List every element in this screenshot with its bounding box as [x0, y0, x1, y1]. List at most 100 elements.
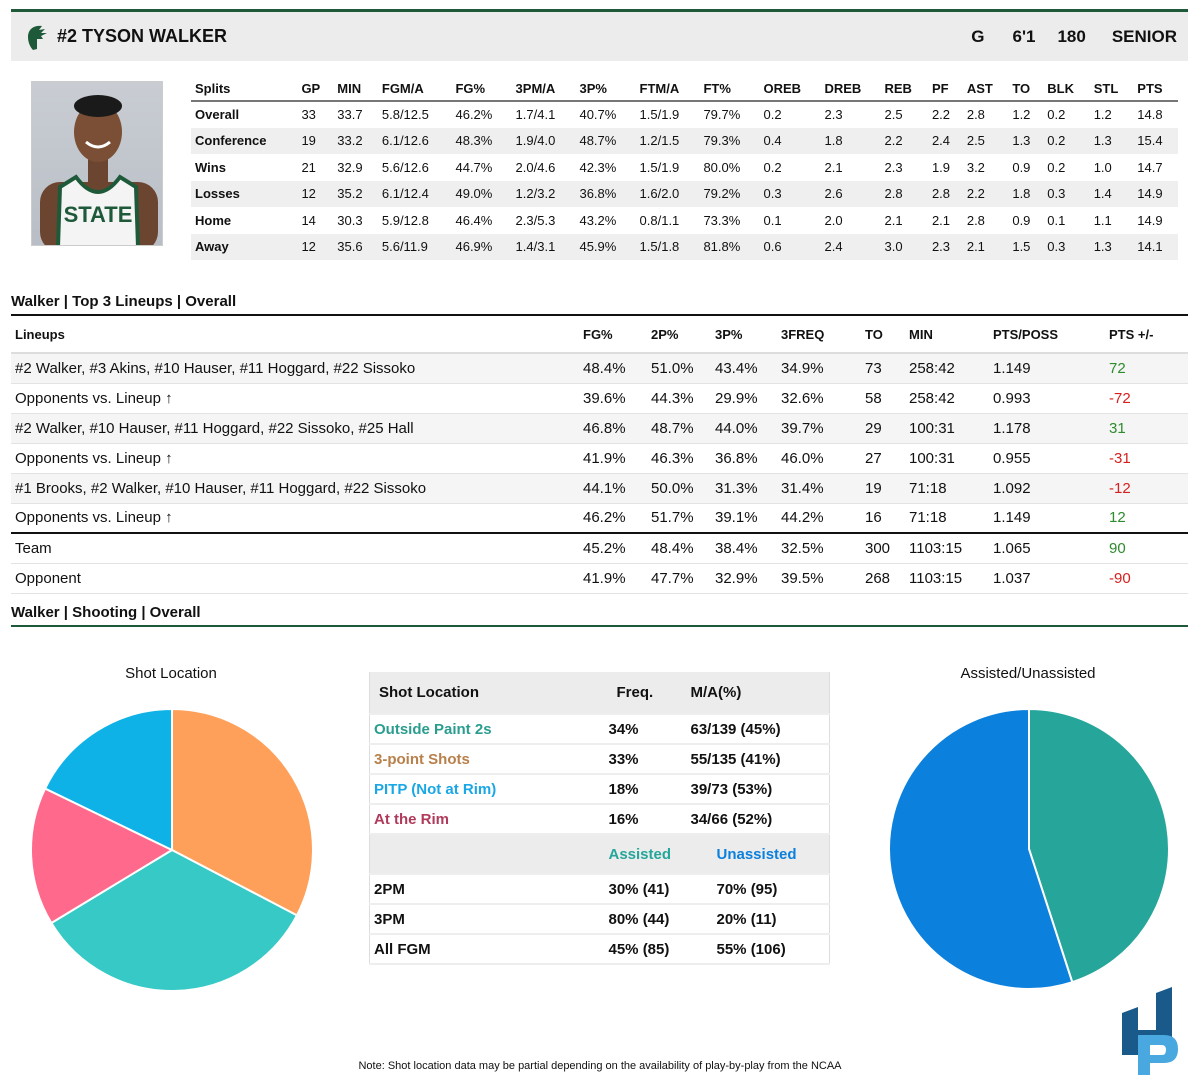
- col-header: FT%: [699, 76, 760, 102]
- stat-cell: 1.7/4.1: [515, 107, 556, 123]
- stat-cell: 48.4%: [647, 532, 711, 564]
- stat-cell: 39.5%: [777, 563, 861, 594]
- stat-cell: 1.1: [1093, 212, 1112, 228]
- pie-slice-at-the-rim: [30, 787, 175, 925]
- stat-cell: 2.5: [962, 127, 1009, 154]
- shooting-section-title: Walker | Shooting | Overall: [11, 604, 201, 621]
- splits-table: Splits GP MIN FGM/A FG% 3PM/A 3P% FTM/A FT% OREB D…: [191, 76, 1178, 260]
- table-row: Opponents vs. Lineup ↑ 41.9% 46.3% 36.8% 46.…: [11, 443, 1188, 474]
- stat-cell: 15.4: [1133, 127, 1178, 154]
- stat-cell: 35.2: [333, 180, 378, 207]
- stat-cell: 100:31: [905, 413, 989, 444]
- assist-cell: 45% (85): [604, 934, 687, 965]
- stat-cell: 39.1%: [711, 503, 777, 534]
- col-header: PTS: [1133, 76, 1178, 102]
- stat-cell: 43.4%: [711, 353, 777, 384]
- stat-cell: 36.8%: [711, 443, 777, 474]
- stat-cell: 71:18: [905, 503, 989, 534]
- stat-cell: 46.3%: [647, 443, 711, 474]
- stat-cell: 2.5: [884, 107, 903, 123]
- stat-cell: 0.9: [1012, 159, 1031, 175]
- stat-cell: 2.0/4.6: [515, 159, 556, 175]
- assisted-pie: [888, 708, 1170, 990]
- stat-cell: 1.2: [1012, 107, 1031, 123]
- table-row: All FGM 45% (85) 55% (106): [369, 934, 830, 965]
- assist-label: 3PM: [369, 904, 605, 935]
- stat-cell: 2.2: [962, 180, 1009, 207]
- col-header: GP: [297, 76, 334, 102]
- table-row: Opponent 41.9% 47.7% 32.9% 39.5% 268 1103:15 1.…: [11, 563, 1188, 594]
- stat-cell: 5.6/12.6: [381, 159, 429, 175]
- stat-cell: 45.9%: [575, 233, 636, 260]
- split-label: Away: [191, 233, 298, 260]
- split-label: Home: [195, 212, 232, 228]
- col-header: TO: [861, 317, 905, 354]
- stat-cell: 6.1/12.4: [377, 180, 452, 207]
- stat-cell: 12: [1105, 503, 1188, 534]
- stat-cell: 32.9: [337, 159, 363, 175]
- table-row: 3PM 80% (44) 20% (11): [369, 904, 830, 935]
- stat-cell: 1.178: [989, 413, 1105, 444]
- stat-cell: 5.6/11.9: [377, 233, 452, 260]
- stat-cell: 1.4/3.1: [511, 233, 576, 260]
- player-photo: STATE: [31, 81, 163, 246]
- table-row: Opponents vs. Lineup ↑ 46.2% 51.7% 39.1% 44.…: [11, 503, 1188, 534]
- stat-cell: 1.037: [989, 563, 1105, 594]
- stat-cell: 19: [861, 473, 905, 504]
- stat-cell: 32.5%: [777, 532, 861, 564]
- player-weight: 180: [1057, 26, 1086, 46]
- stat-cell: 38.4%: [711, 532, 777, 564]
- shot-location-chart-title: Shot Location: [125, 665, 217, 682]
- col-header: FTM/A: [635, 76, 700, 102]
- table-row: Overall 33 33.7 5.8/12.5 46.2% 1.7/4.1 40.7% 1.…: [191, 101, 1178, 128]
- stat-cell: 81.8%: [699, 233, 760, 260]
- stat-cell: 1103:15: [905, 532, 989, 564]
- stat-cell: 73.3%: [703, 212, 741, 228]
- stat-cell: 41.9%: [579, 443, 647, 474]
- player-header: #2 TYSON WALKER G 6'1 180 SENIOR: [11, 9, 1188, 61]
- stat-cell: 0.8/1.1: [639, 212, 680, 228]
- stat-cell: 1.9/4.0: [511, 127, 576, 154]
- lineup-name: Opponents vs. Lineup ↑: [11, 443, 579, 474]
- stat-cell: 0.3: [1043, 180, 1090, 207]
- stat-cell: 44.1%: [579, 473, 647, 504]
- stat-cell: 39.6%: [579, 383, 647, 414]
- stat-cell: 1.2/3.2: [511, 180, 576, 207]
- stat-cell: 27: [861, 443, 905, 474]
- table-row: #2 Walker, #3 Akins, #10 Hauser, #11 Hog…: [11, 353, 1188, 384]
- stat-cell: 46.9%: [451, 233, 512, 260]
- stat-cell: 16: [861, 503, 905, 534]
- col-header: TO: [1008, 76, 1044, 102]
- col-header: AST: [962, 76, 1009, 102]
- col-header: PTS/POSS: [989, 317, 1105, 354]
- col-header: FG%: [579, 317, 647, 354]
- stat-cell: 1.149: [989, 503, 1105, 534]
- stat-cell: 1103:15: [905, 563, 989, 594]
- freq-cell: 33%: [604, 744, 687, 775]
- player-height: 6'1: [1012, 26, 1036, 46]
- stat-cell: 48.4%: [579, 353, 647, 384]
- stat-cell: 2.3/5.3: [515, 212, 556, 228]
- col-header: STL: [1089, 76, 1134, 102]
- stat-cell: 2.3: [884, 159, 903, 175]
- stat-cell: 12: [297, 180, 334, 207]
- split-label: Wins: [195, 159, 226, 175]
- ma-cell: 39/73 (53%): [686, 774, 830, 805]
- stat-cell: 71:18: [905, 473, 989, 504]
- stat-cell: 1.2/1.5: [635, 127, 700, 154]
- col-header: PTS +/-: [1105, 317, 1188, 354]
- col-header: Lineups: [11, 317, 579, 354]
- table-row: Opponents vs. Lineup ↑ 39.6% 44.3% 29.9% 32.…: [11, 383, 1188, 414]
- brand-logo: [1122, 987, 1178, 1075]
- pie-slice-3-point-shots: [171, 708, 314, 917]
- stat-cell: 2.8: [966, 107, 985, 123]
- stat-cell: 44.7%: [455, 159, 493, 175]
- table-row: Away 12 35.6 5.6/11.9 46.9% 1.4/3.1 45.9% 1.5/1…: [191, 233, 1178, 260]
- col-header: 3P%: [575, 76, 636, 102]
- table-row: PITP (Not at Rim) 18% 39/73 (53%): [369, 774, 830, 805]
- table-row: 3-point Shots 33% 55/135 (41%): [369, 744, 830, 775]
- stat-cell: 44.2%: [777, 503, 861, 534]
- ma-cell: 55/135 (41%): [686, 744, 830, 775]
- stat-cell: 79.3%: [699, 127, 760, 154]
- stat-cell: 34.9%: [777, 353, 861, 384]
